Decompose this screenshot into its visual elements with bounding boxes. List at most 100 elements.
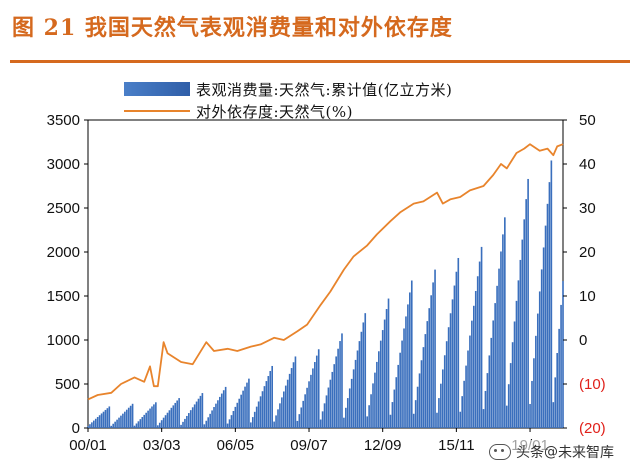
bar-2012-5 <box>374 372 376 428</box>
bar-2002-4 <box>139 419 142 428</box>
bar-2012-1 <box>366 416 368 428</box>
bar-2014-10 <box>430 295 432 428</box>
bar-2019-8 <box>542 247 545 428</box>
bar-2014-4 <box>418 373 421 428</box>
x-tick-label-5: 15/11 <box>438 437 474 454</box>
bar-2013-8 <box>403 328 405 428</box>
bar-2000-8 <box>100 413 103 428</box>
bar-2003-6 <box>166 412 169 428</box>
bar-2001-7 <box>122 413 124 428</box>
bar-2006-7 <box>238 398 241 428</box>
bar-2000-7 <box>98 415 101 428</box>
bar-2019-9 <box>544 225 547 428</box>
watermark: 头条 @ 未来智库 <box>485 440 618 464</box>
bar-2009-11 <box>315 355 318 428</box>
bar-2007-3 <box>253 411 256 428</box>
bar-2004-2 <box>182 421 184 428</box>
bar-2005-10 <box>220 393 223 428</box>
bar-2016-5 <box>467 350 469 428</box>
bar-2017-7 <box>494 303 496 428</box>
bar-2019-7 <box>540 269 543 428</box>
bar-2009-3 <box>300 407 303 428</box>
bar-2017-12 <box>504 217 506 428</box>
bar-2002-1 <box>133 425 136 428</box>
bar-2013-9 <box>405 316 407 428</box>
bar-2010-11 <box>339 341 341 428</box>
bar-2014-8 <box>426 321 429 428</box>
bar-2002-12 <box>155 402 157 428</box>
y-left-tick-label-3000: 3000 <box>47 156 80 173</box>
bar-2005-12 <box>224 386 227 428</box>
bar-2018-3 <box>509 363 512 428</box>
bar-2014-9 <box>428 308 431 428</box>
bar-2009-6 <box>306 387 308 428</box>
chart-legend: 表观消费量:天然气:累计值(亿立方米) 对外依存度:天然气(%) <box>124 78 452 122</box>
bar-2008-3 <box>277 409 279 428</box>
bar-2007-8 <box>263 386 266 428</box>
y-left-tick-label-0: 0 <box>72 420 80 437</box>
bar-2015-8 <box>449 313 452 428</box>
dependence-line <box>87 143 564 401</box>
bar-2015-12 <box>457 257 460 428</box>
bar-2006-4 <box>232 410 235 428</box>
bar-2016-11 <box>478 261 481 428</box>
bar-2001-5 <box>118 417 120 428</box>
bar-2018-5 <box>513 321 516 428</box>
bar-2017-8 <box>496 285 498 428</box>
bar-2004-8 <box>193 404 196 428</box>
y-left-tick-label-2000: 2000 <box>47 244 80 261</box>
bar-2006-8 <box>240 394 242 428</box>
bar-2005-3 <box>207 417 210 428</box>
bar-2016-1 <box>459 411 462 428</box>
bar-2005-5 <box>211 410 213 428</box>
y-right-tick-label-6: 40 <box>579 156 596 173</box>
bar-2003-10 <box>174 402 177 428</box>
bar-2011-6 <box>352 369 355 428</box>
toutiao-logo-icon <box>489 444 511 460</box>
y-right-tick-label-2: 0 <box>579 332 587 349</box>
bar-2017-10 <box>500 251 502 428</box>
bar-2011-7 <box>354 359 357 428</box>
bar-2012-6 <box>376 361 378 428</box>
bar-2015-1 <box>436 412 438 428</box>
y-left-tick-label-2500: 2500 <box>47 200 80 217</box>
bar-2011-8 <box>356 350 359 428</box>
bar-2018-9 <box>521 239 524 428</box>
bar-2011-11 <box>362 322 365 428</box>
bar-2012-12 <box>387 298 390 428</box>
x-tick-label-4: 12/09 <box>364 437 402 454</box>
figure-title: 图 21 我国天然气表观消费量和对外依存度 <box>12 15 453 41</box>
bar-2007-11 <box>269 370 272 428</box>
legend-bar-swatch <box>124 82 190 96</box>
bar-2012-7 <box>378 351 380 428</box>
bar-2011-2 <box>345 407 347 428</box>
bar-2003-11 <box>176 400 178 428</box>
bar-2018-8 <box>519 259 522 428</box>
bar-2016-9 <box>474 290 477 428</box>
bar-2006-10 <box>244 386 246 428</box>
bar-2013-6 <box>399 352 401 428</box>
y-right-tick-label-5: 30 <box>579 200 596 217</box>
bar-2017-5 <box>490 337 493 428</box>
legend-item-consumption: 表观消费量:天然气:累计值(亿立方米) <box>124 78 452 100</box>
bar-2019-5 <box>536 313 539 428</box>
bar-2009-1 <box>296 420 299 428</box>
bar-2007-4 <box>255 406 258 428</box>
bar-2008-9 <box>288 373 291 428</box>
bar-2006-2 <box>228 419 231 428</box>
bar-2002-2 <box>135 423 138 428</box>
bar-2006-3 <box>230 415 233 428</box>
bar-2001-4 <box>116 419 118 428</box>
bar-2000-11 <box>106 408 109 428</box>
bar-2017-9 <box>498 268 500 428</box>
bar-2019-11 <box>548 182 551 428</box>
bar-2009-7 <box>308 381 310 428</box>
bar-2008-6 <box>283 391 285 428</box>
bar-2015-10 <box>453 285 456 428</box>
bar-2005-6 <box>213 407 215 428</box>
bar-2013-3 <box>393 389 396 428</box>
bar-2000-4 <box>93 420 95 428</box>
bar-2016-3 <box>463 380 465 428</box>
bar-2003-3 <box>160 420 163 428</box>
